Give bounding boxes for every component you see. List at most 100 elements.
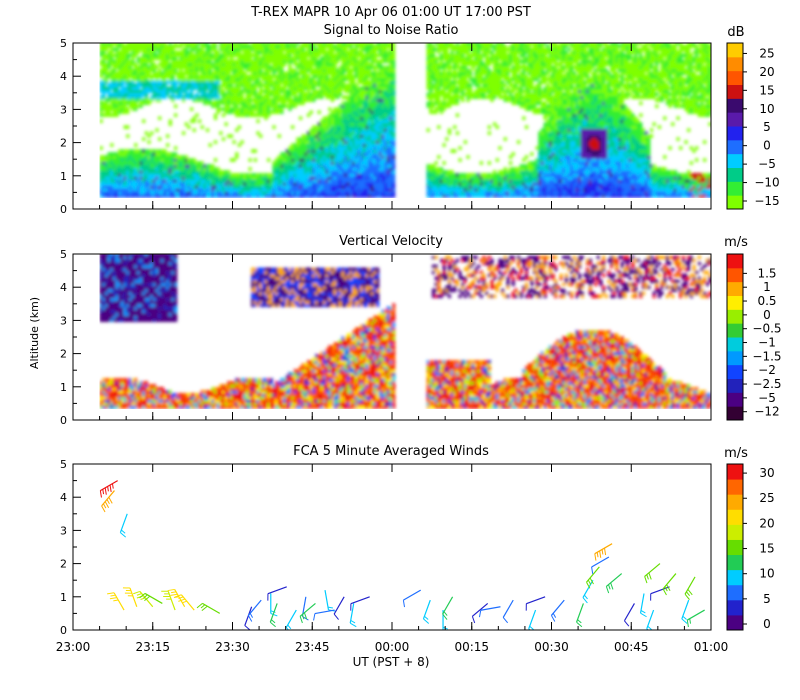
heat-cell xyxy=(224,83,228,88)
heat-cell xyxy=(325,65,329,70)
heat-cell xyxy=(189,191,194,195)
heat-cell xyxy=(235,155,239,159)
heat-cell xyxy=(200,71,204,76)
heat-cell xyxy=(99,158,103,162)
heat-cell xyxy=(221,188,226,192)
heat-cell xyxy=(322,77,327,82)
heat-cell xyxy=(171,179,175,183)
heat-cell xyxy=(309,161,313,165)
heat-cell xyxy=(373,89,377,94)
heat-cell xyxy=(174,68,178,73)
heat-cell xyxy=(142,149,146,153)
heat-cell xyxy=(102,77,106,82)
heat-cell xyxy=(181,191,186,195)
heat-cell xyxy=(232,176,236,180)
heat-cell xyxy=(370,104,374,109)
heat-cell xyxy=(104,44,109,49)
heat-cell xyxy=(384,86,388,91)
heat-cell xyxy=(330,47,335,52)
heat-cell xyxy=(293,155,297,159)
heat-cell xyxy=(338,182,343,186)
heat-cell xyxy=(142,155,146,159)
heat-cell xyxy=(328,170,332,174)
heat-cell xyxy=(144,53,149,58)
heat-cell xyxy=(229,65,234,70)
heat-cell xyxy=(142,158,146,162)
heat-cell xyxy=(144,95,149,100)
heat-cell xyxy=(362,137,367,141)
heat-cell xyxy=(296,56,300,61)
heat-cell xyxy=(197,191,202,195)
heat-cell xyxy=(126,53,130,58)
heat-cell xyxy=(336,164,340,168)
heat-cell xyxy=(384,116,388,120)
heat-cell xyxy=(386,191,390,195)
heat-cell xyxy=(205,71,210,76)
heat-cell xyxy=(155,155,159,159)
heat-cell xyxy=(293,161,297,165)
heat-cell xyxy=(376,92,380,97)
heat-cell xyxy=(352,53,356,58)
heat-cell xyxy=(224,56,228,61)
heat-cell xyxy=(163,86,167,91)
heat-cell xyxy=(229,188,234,192)
heat-cell xyxy=(179,194,183,198)
heat-cell xyxy=(447,128,452,132)
heat-cell xyxy=(376,86,380,91)
heat-cell xyxy=(341,116,345,120)
heat-cell xyxy=(322,167,327,171)
heat-cell xyxy=(261,110,265,114)
heat-cell xyxy=(155,152,159,156)
heat-cell xyxy=(259,173,263,177)
heat-cell xyxy=(171,74,175,79)
heat-cell xyxy=(118,101,122,106)
heat-cell xyxy=(253,173,258,177)
heat-cell xyxy=(261,89,265,94)
heat-cell xyxy=(352,56,356,61)
heat-cell xyxy=(373,134,377,138)
heat-cell xyxy=(320,47,324,52)
heat-cell xyxy=(187,77,191,82)
heat-cell xyxy=(354,50,359,55)
heat-cell xyxy=(378,182,382,186)
heat-cell xyxy=(325,185,329,189)
heat-cell xyxy=(110,53,114,58)
heat-cell xyxy=(277,92,281,97)
heat-cell xyxy=(102,53,106,58)
heat-cell xyxy=(184,158,188,162)
heat-cell xyxy=(264,101,268,106)
heat-cell xyxy=(267,179,271,183)
heat-cell xyxy=(301,140,305,144)
heat-cell xyxy=(349,194,353,198)
heat-cell xyxy=(139,173,143,177)
heat-cell xyxy=(181,167,186,171)
heat-cell xyxy=(312,152,316,156)
heat-cell xyxy=(142,164,146,168)
heat-cell xyxy=(277,164,281,168)
heat-cell xyxy=(118,182,122,186)
heat-cell xyxy=(341,77,345,82)
heat-cell xyxy=(370,62,374,67)
heat-cell xyxy=(187,74,191,79)
heat-cell xyxy=(346,176,351,180)
heat-cell xyxy=(309,110,313,114)
heat-cell xyxy=(248,68,252,73)
heat-cell xyxy=(189,56,194,61)
heat-cell xyxy=(192,77,196,82)
heat-cell xyxy=(301,191,305,195)
heat-cell xyxy=(248,62,252,67)
heat-cell xyxy=(322,44,327,49)
heat-cell xyxy=(275,44,279,49)
heat-cell xyxy=(283,164,287,168)
heat-cell xyxy=(275,74,279,79)
heat-cell xyxy=(221,113,226,117)
heat-cell xyxy=(312,47,316,52)
heat-cell xyxy=(277,191,281,195)
heat-cell xyxy=(368,101,372,106)
heat-cell xyxy=(301,62,305,67)
heat-cell xyxy=(184,182,188,186)
heat-cell xyxy=(261,179,265,183)
heat-cell xyxy=(203,170,207,174)
heat-cell xyxy=(184,59,188,64)
heat-cell xyxy=(381,191,385,195)
